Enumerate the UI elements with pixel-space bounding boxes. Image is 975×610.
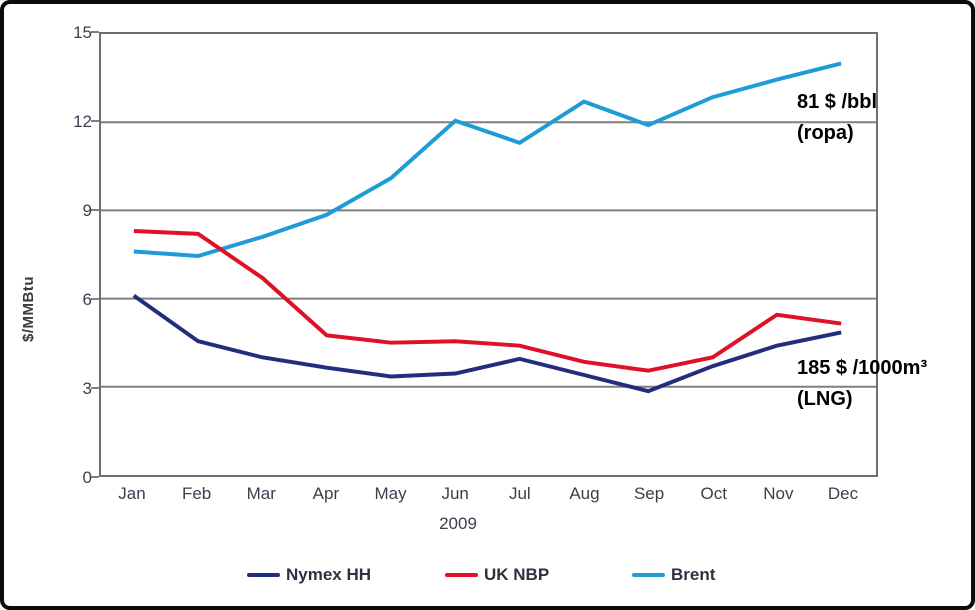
annotation-line: (ropa): [797, 122, 854, 144]
legend-label: Brent: [671, 565, 716, 584]
annotation-brent-price: 81 $ /bbl (ropa): [797, 87, 877, 149]
annotation-line: 185 $ /1000m³: [797, 357, 928, 379]
x-axis-year-label: 2009: [439, 514, 477, 533]
y-tick-label: 6: [82, 290, 92, 309]
x-tick-label: Jan: [118, 484, 146, 503]
x-tick-label: Sep: [633, 484, 665, 503]
y-tick-label: 15: [73, 23, 92, 42]
x-tick-label: Jun: [441, 484, 469, 503]
y-tick-mark: [91, 209, 99, 211]
x-tick-label: Feb: [181, 484, 212, 503]
y-tick-mark: [91, 31, 99, 33]
legend-item-uk-nbp: UK NBP: [445, 560, 549, 590]
y-tick-label: 12: [73, 112, 92, 131]
legend-swatch: [247, 573, 280, 577]
series-line-nymex-hh: [132, 294, 842, 394]
y-tick-mark: [91, 120, 99, 122]
legend-swatch: [445, 573, 478, 577]
x-tick-label: Oct: [700, 484, 727, 503]
x-tick-label: Nov: [763, 484, 794, 503]
annotation-lng-price: 185 $ /1000m³ (LNG): [797, 353, 927, 415]
annotation-line: (LNG): [797, 388, 853, 410]
legend-item-brent: Brent: [632, 560, 715, 590]
annotation-line: 81 $ /bbl: [797, 91, 878, 113]
chart-canvas: [101, 61, 876, 394]
legend-label: UK NBP: [484, 565, 550, 584]
y-tick-mark: [91, 476, 99, 478]
y-tick-label: 9: [82, 201, 92, 220]
series-line-brent: [133, 61, 842, 258]
y-tick-mark: [91, 387, 99, 389]
legend-swatch: [632, 573, 665, 577]
x-tick-label: May: [374, 484, 407, 503]
x-tick-label: Aug: [569, 484, 600, 503]
x-tick-label: Dec: [827, 484, 859, 503]
series-line-uk-nbp: [133, 229, 842, 373]
x-tick-label: Apr: [312, 484, 340, 503]
y-tick-label: 3: [82, 379, 92, 398]
x-tick-label: Mar: [246, 484, 276, 503]
y-tick-mark: [91, 298, 99, 300]
legend: Nymex HH UK NBP Brent: [4, 560, 971, 590]
legend-label: Nymex HH: [286, 565, 372, 584]
y-tick-label: 0: [82, 468, 92, 487]
legend-item-nymex-hh: Nymex HH: [247, 560, 371, 590]
plot-area: [99, 32, 878, 477]
x-tick-label: Jul: [508, 484, 531, 503]
